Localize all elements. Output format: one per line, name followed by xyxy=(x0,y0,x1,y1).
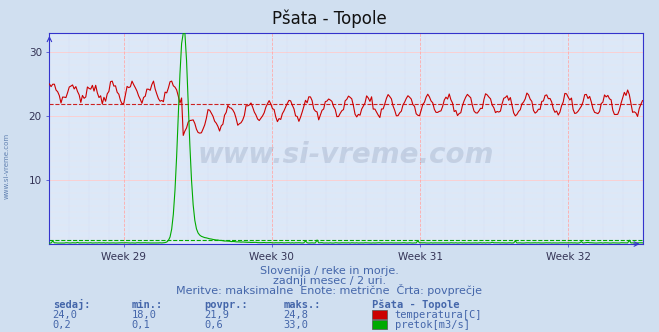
Text: 24,0: 24,0 xyxy=(53,310,78,320)
Text: 0,2: 0,2 xyxy=(53,320,71,330)
Text: 33,0: 33,0 xyxy=(283,320,308,330)
Text: 0,1: 0,1 xyxy=(132,320,150,330)
Text: Slovenija / reke in morje.: Slovenija / reke in morje. xyxy=(260,266,399,276)
Text: povpr.:: povpr.: xyxy=(204,300,248,310)
Text: Meritve: maksimalne  Enote: metrične  Črta: povprečje: Meritve: maksimalne Enote: metrične Črta… xyxy=(177,285,482,296)
Text: 0,6: 0,6 xyxy=(204,320,223,330)
Text: 21,9: 21,9 xyxy=(204,310,229,320)
Text: 24,8: 24,8 xyxy=(283,310,308,320)
Text: sedaj:: sedaj: xyxy=(53,299,90,310)
Text: www.si-vreme.com: www.si-vreme.com xyxy=(3,133,10,199)
Text: Pšata - Topole: Pšata - Topole xyxy=(272,9,387,28)
Text: zadnji mesec / 2 uri.: zadnji mesec / 2 uri. xyxy=(273,276,386,286)
Text: www.si-vreme.com: www.si-vreme.com xyxy=(198,141,494,169)
Text: min.:: min.: xyxy=(132,300,163,310)
Text: 18,0: 18,0 xyxy=(132,310,157,320)
Text: Pšata - Topole: Pšata - Topole xyxy=(372,299,460,310)
Text: pretok[m3/s]: pretok[m3/s] xyxy=(395,320,470,330)
Text: temperatura[C]: temperatura[C] xyxy=(395,310,482,320)
Text: maks.:: maks.: xyxy=(283,300,321,310)
